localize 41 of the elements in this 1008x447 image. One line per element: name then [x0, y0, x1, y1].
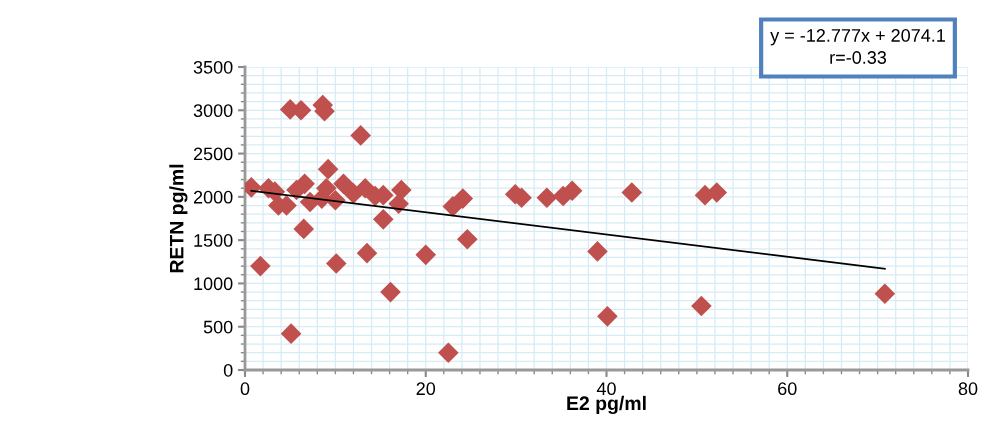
x-tick-label: 20	[416, 382, 436, 396]
y-axis-title: RETN pg/ml	[169, 164, 188, 273]
point	[350, 125, 371, 146]
point	[293, 218, 315, 240]
point	[333, 173, 354, 195]
point	[691, 295, 712, 317]
point	[356, 242, 378, 264]
text: r=-0.33	[830, 51, 887, 64]
y-tick-label: 3000	[193, 104, 233, 118]
point	[372, 209, 394, 230]
y-tick-label: 500	[203, 320, 233, 334]
point	[250, 255, 271, 277]
point	[457, 228, 478, 250]
point	[380, 281, 401, 303]
point	[597, 306, 618, 327]
point	[317, 158, 339, 180]
y-tick-label: 2000	[193, 190, 233, 204]
x-tick-label: 40	[596, 382, 616, 396]
point	[706, 182, 728, 203]
point	[415, 244, 437, 266]
point	[280, 323, 302, 344]
point	[452, 188, 474, 209]
x-tick-label: 0	[240, 382, 250, 396]
x-axis-title: E2 pg/ml	[567, 395, 646, 415]
point	[294, 173, 315, 195]
point	[325, 253, 347, 274]
y-tick-label: 1000	[194, 277, 233, 291]
point	[391, 179, 412, 201]
x-tick-label: 60	[778, 382, 797, 396]
y-tick-label: 3500	[193, 60, 233, 74]
y-tick-label: 0	[223, 363, 233, 377]
point	[874, 283, 896, 305]
point	[587, 241, 608, 262]
point	[316, 177, 337, 199]
point	[536, 187, 558, 209]
point	[438, 342, 459, 363]
point	[621, 182, 643, 203]
y-tick-label: 2500	[193, 147, 233, 161]
y-tick-label: 1500	[194, 234, 233, 247]
x-tick-label: 80	[958, 382, 978, 396]
text: y = -12.777x + 2074.1	[770, 29, 945, 46]
